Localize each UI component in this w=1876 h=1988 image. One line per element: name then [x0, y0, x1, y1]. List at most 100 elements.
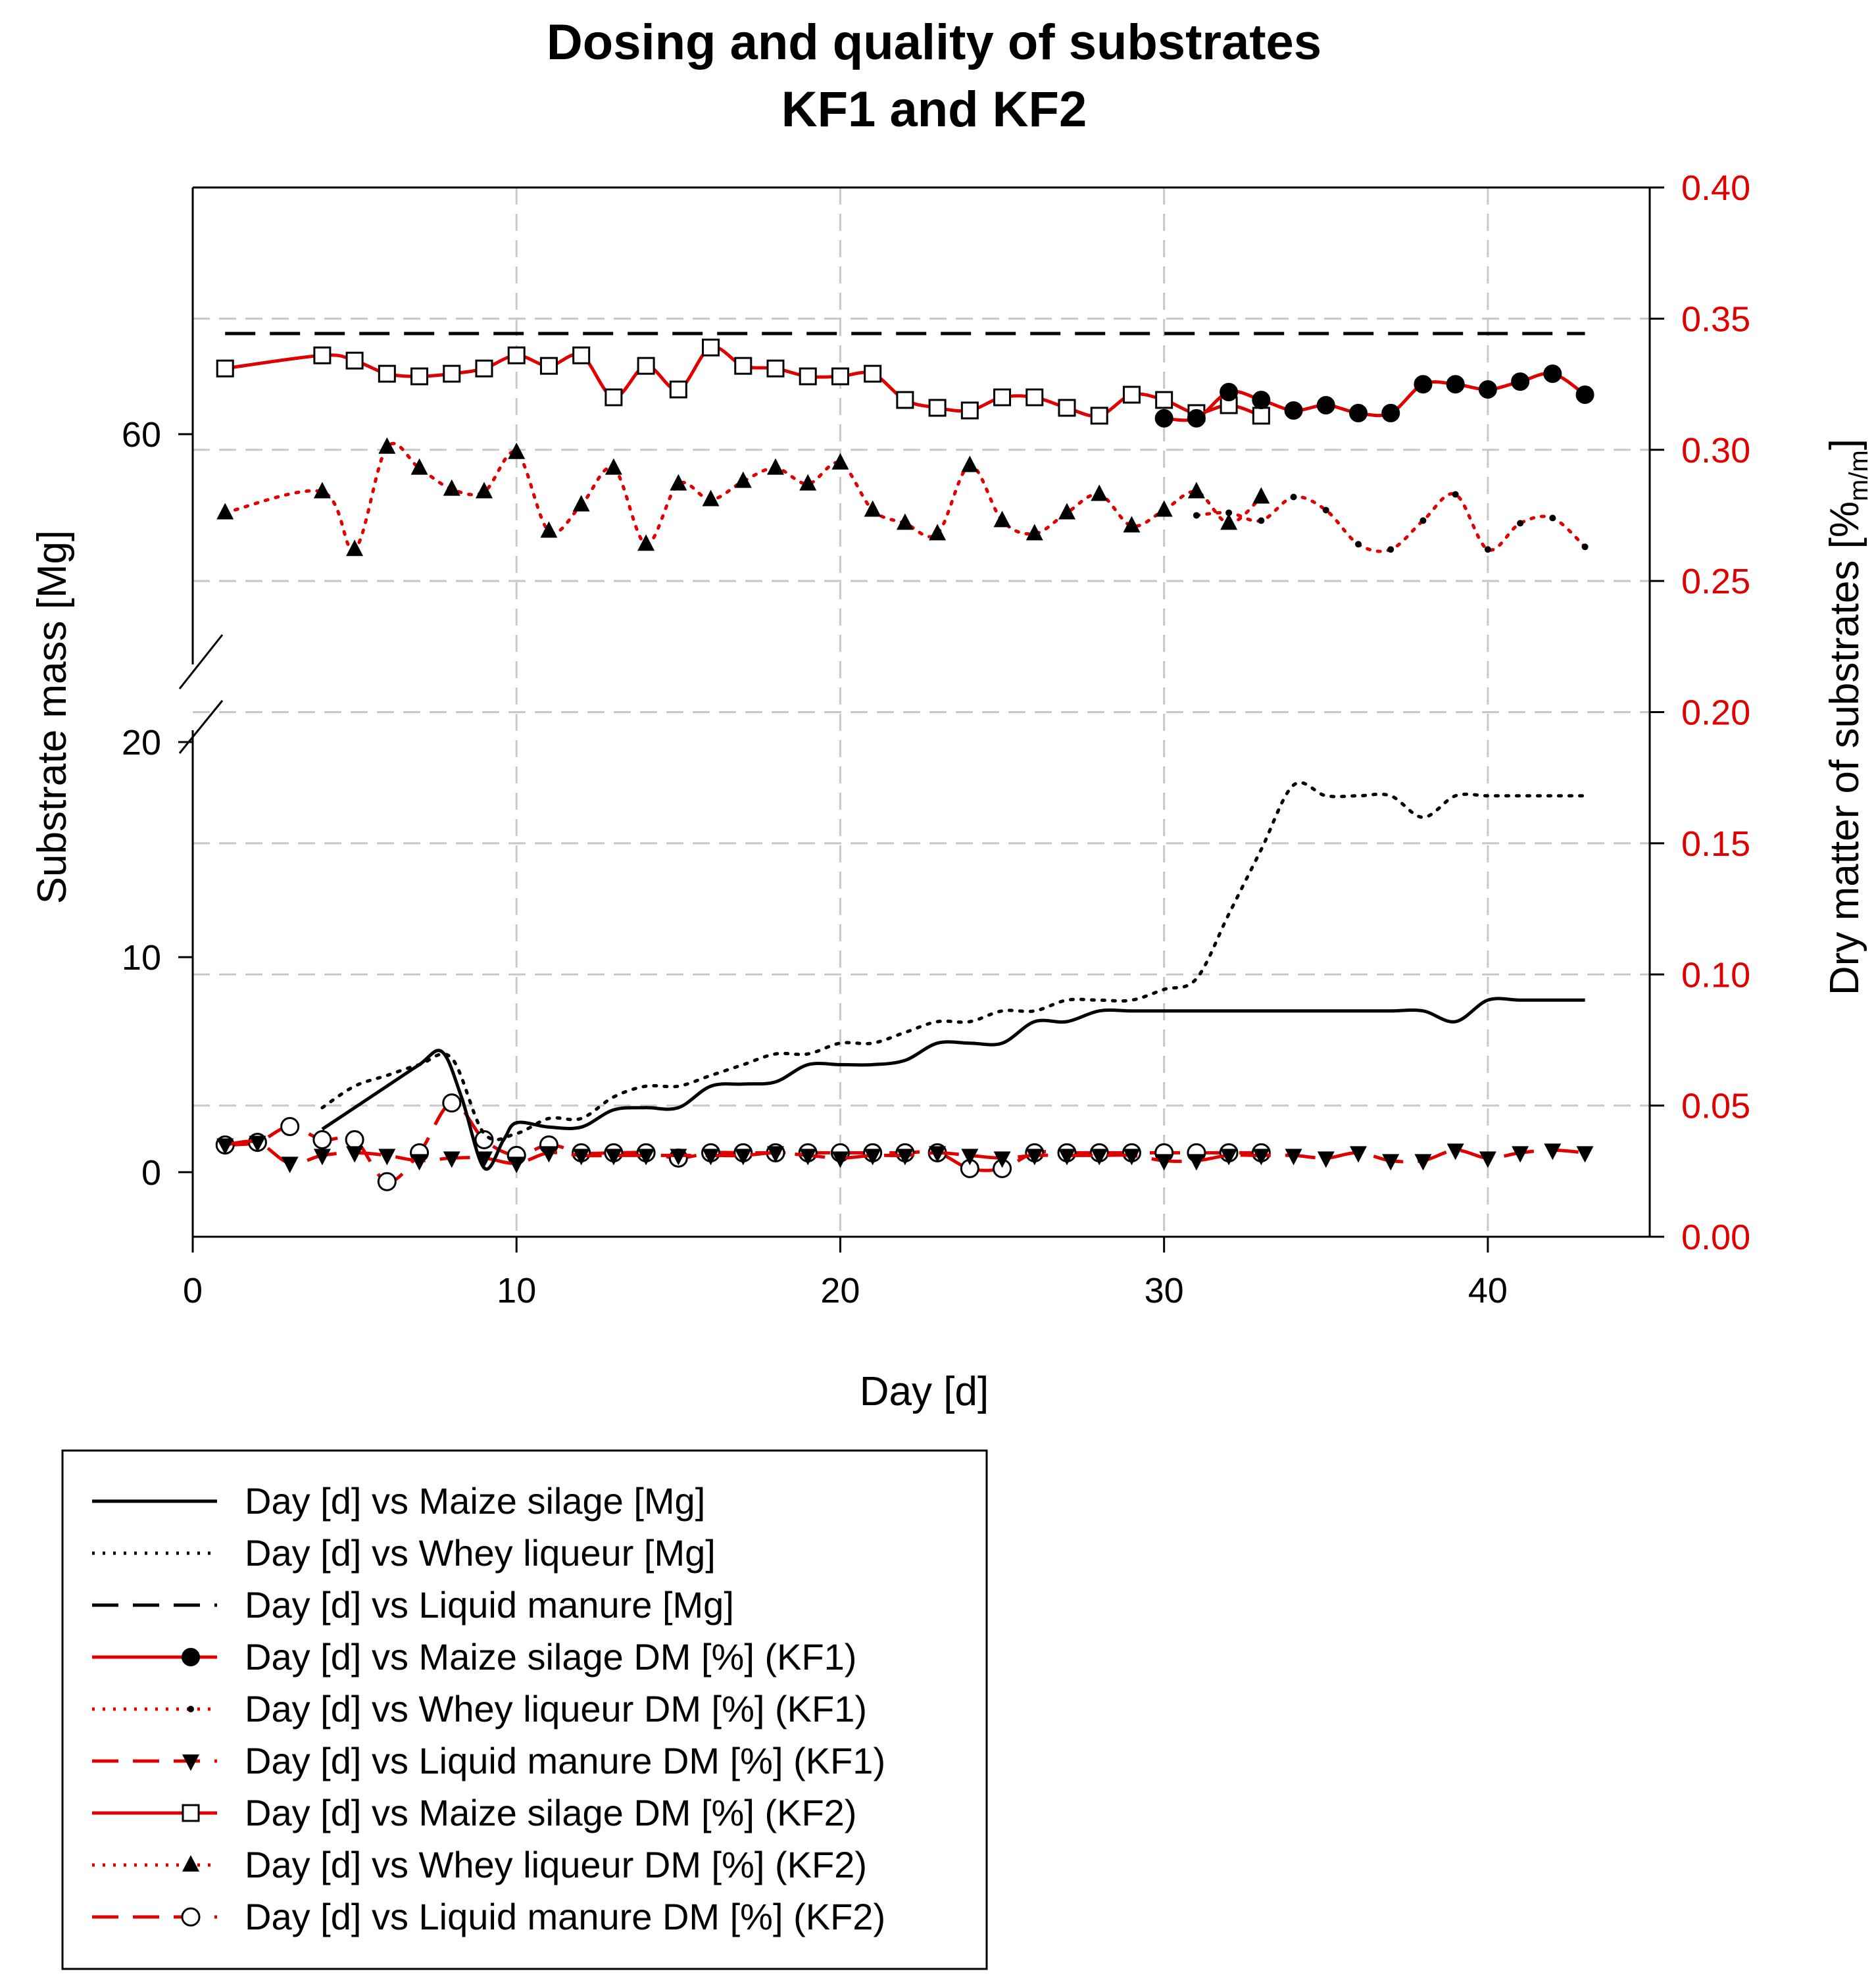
series-7-point-15 [767, 458, 784, 475]
legend-marker-3 [182, 1648, 200, 1666]
series-6-point-3 [378, 364, 396, 383]
y2-tick-label-0.20: 0.20 [1681, 693, 1750, 733]
series-5-point-34 [1317, 1151, 1335, 1168]
series-3-point-0 [1154, 409, 1173, 428]
series-7-point-27 [1155, 500, 1173, 517]
series-6-point-30 [1252, 407, 1270, 425]
series-6-point-5 [443, 364, 461, 383]
y2-tick-label-0.25: 0.25 [1681, 562, 1750, 601]
legend-marker-5 [182, 1754, 199, 1771]
series-6-point-6 [475, 359, 493, 378]
series-5-point-9 [508, 1156, 526, 1174]
legend-item-2: Day [d] vs Liquid manure [Mg] [92, 1584, 734, 1626]
series-6-point-4 [410, 367, 429, 385]
y2-tick-label-0.10: 0.10 [1681, 955, 1750, 995]
series-6-point-26 [1122, 385, 1141, 404]
series-5-point-42 [1576, 1146, 1594, 1163]
y2-axis-label-sub: m/m [1844, 450, 1873, 501]
series-4-point-1 [1225, 509, 1233, 516]
y-tick-label-0: 0 [141, 1153, 161, 1193]
legend-item-0: Day [d] vs Maize silage [Mg] [92, 1480, 705, 1522]
series-5-point-24 [993, 1151, 1011, 1168]
y-tick-label-10: 10 [122, 938, 161, 978]
series-7-point-14 [734, 471, 752, 488]
series-3-point-1 [1187, 409, 1206, 428]
legend-item-4: Day [d] vs Whey liqueur DM [%] (KF1) [92, 1688, 867, 1729]
series-4-point-7 [1419, 517, 1427, 524]
series-6-point-20 [928, 399, 947, 417]
series-7-point-10 [605, 458, 622, 475]
y-tick-label-20: 20 [122, 723, 161, 762]
series-5-point-23 [961, 1149, 979, 1166]
series-5-point-20 [864, 1149, 881, 1166]
series-3-point-6 [1349, 403, 1368, 422]
series-6-point-10 [605, 388, 623, 407]
y2-axis-label: Dry matter of substrates [%m/m] [1822, 439, 1873, 995]
legend-label-7: Day [d] vs Whey liqueur DM [%] (KF2) [245, 1844, 867, 1885]
series-line-1 [320, 781, 1587, 1141]
series-line-7 [223, 441, 1263, 552]
series-5-point-32 [1252, 1149, 1270, 1166]
series-5-point-27 [1091, 1149, 1108, 1166]
series-6-point-17 [831, 367, 849, 385]
series-7-point-30 [1252, 487, 1270, 504]
legend-label-2: Day [d] vs Liquid manure [Mg] [245, 1584, 734, 1626]
series-3-point-10 [1478, 380, 1497, 399]
series-5-point-35 [1350, 1146, 1367, 1163]
series-8-point-5 [377, 1172, 397, 1191]
series-4-point-4 [1322, 507, 1329, 514]
series-5-point-5 [378, 1149, 396, 1166]
series-7-point-8 [540, 521, 558, 538]
series-line-8 [225, 1101, 1262, 1183]
series-6-point-7 [507, 346, 526, 364]
series-5-point-37 [1414, 1154, 1432, 1171]
legend-label-0: Day [d] vs Maize silage [Mg] [245, 1480, 705, 1522]
legend-marker-8 [181, 1907, 201, 1927]
legend-item-3: Day [d] vs Maize silage DM [%] (KF1) [92, 1636, 856, 1677]
series-7-point-1 [313, 482, 331, 499]
series-4-point-2 [1258, 517, 1265, 524]
series-5-point-33 [1285, 1149, 1302, 1166]
y-tick-label-60: 60 [122, 415, 161, 455]
legend-item-6: Day [d] vs Maize silage DM [%] (KF2) [92, 1792, 856, 1833]
series-4 [1193, 491, 1589, 553]
chart-title-line-1: Dosing and quality of substrates [547, 14, 1321, 70]
y2-tick-label-0.00: 0.00 [1681, 1218, 1750, 1257]
series-6-point-8 [539, 357, 558, 375]
legend-marker-4 [187, 1706, 194, 1712]
series-7-point-22 [993, 510, 1011, 528]
x-axis-label: Day [d] [860, 1369, 989, 1414]
series-7-point-28 [1187, 482, 1205, 499]
axes: 0 10 20 30 40 0 10 20 60 0.00 0.05 0.10 0.15 0.20 0.25… [122, 168, 1750, 1310]
series-3-point-4 [1284, 401, 1303, 420]
series-layer [215, 332, 1594, 1191]
legend-marker-6 [182, 1804, 200, 1822]
grid [193, 187, 1650, 1237]
y2-tick-label-0.35: 0.35 [1681, 299, 1750, 339]
series-5-point-40 [1512, 1146, 1529, 1163]
series-4-point-9 [1484, 546, 1491, 553]
series-7-point-20 [929, 524, 947, 541]
series-6-point-2 [345, 351, 364, 370]
series-5-point-16 [734, 1149, 752, 1166]
series-7-point-16 [799, 474, 817, 491]
series-5-point-10 [540, 1146, 558, 1163]
legend-label-1: Day [d] vs Whey liqueur [Mg] [245, 1532, 716, 1574]
series-4-point-10 [1517, 520, 1524, 527]
series-7-point-21 [961, 455, 979, 472]
series-7 [216, 437, 1270, 557]
series-6-point-0 [216, 359, 234, 378]
legend-marker-7 [182, 1855, 199, 1872]
series-6-point-23 [1025, 388, 1044, 407]
series-3-point-13 [1575, 385, 1594, 405]
series-5-point-2 [281, 1156, 299, 1174]
series-4-point-3 [1290, 493, 1297, 501]
series-5-point-15 [702, 1149, 720, 1166]
x-tick-label-40: 40 [1468, 1271, 1508, 1310]
series-6-point-22 [993, 388, 1012, 407]
series-7-point-18 [864, 500, 881, 517]
series-6-point-9 [572, 346, 591, 364]
legend-label-6: Day [d] vs Maize silage DM [%] (KF2) [245, 1792, 856, 1833]
series-5 [216, 1135, 1594, 1174]
